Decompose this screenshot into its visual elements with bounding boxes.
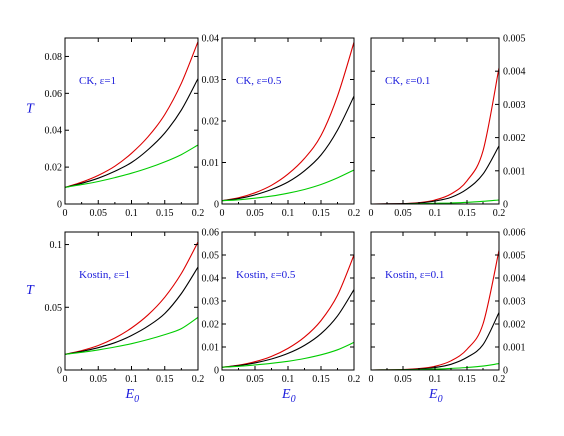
y-tick-label: 0.005 <box>503 251 526 262</box>
panel-annotation: CK, ε=0.5 <box>236 75 282 87</box>
x-axis-label: E0 <box>281 387 296 405</box>
x-tick-label: 0.1 <box>429 374 442 385</box>
x-tick-label: 0.1 <box>282 208 295 219</box>
x-tick-label: 0 <box>63 374 68 385</box>
y-tick-label: 0 <box>214 200 219 211</box>
x-tick-label: 0.2 <box>348 374 361 385</box>
y-tick-label: 0.003 <box>503 297 526 308</box>
x-axis-label: E0 <box>428 387 443 405</box>
panel-annotation: Kostin, ε=0.5 <box>236 269 296 281</box>
y-tick-label: 0.06 <box>45 89 63 100</box>
x-tick-label: 0.1 <box>125 374 138 385</box>
panel-annotation: CK, ε=0.1 <box>385 75 430 87</box>
x-tick-label: 0.1 <box>125 208 138 219</box>
x-tick-label: 0.2 <box>348 208 361 219</box>
panel-annotation: CK, ε=1 <box>79 75 116 87</box>
y-tick-label: 0.04 <box>202 34 220 45</box>
series-line-black <box>65 266 198 355</box>
y-tick-label: 0.04 <box>202 274 220 285</box>
y-tick-label: 0.004 <box>503 67 526 78</box>
x-tick-label: 0.2 <box>493 374 506 385</box>
panel-ck-eps-0-5: 0 0.05 0.1 0.15 0.2 0 0.01 0.02 0.03 0.04 CK, ε=0.… <box>202 34 361 220</box>
y-tick-label: 0.003 <box>503 100 526 111</box>
y-tick-label: 0.001 <box>503 166 526 177</box>
y-tick-label: 0.004 <box>503 274 526 285</box>
x-tick-label: 0.15 <box>156 374 174 385</box>
y-tick-label: 0.1 <box>50 240 63 251</box>
x-tick-label: 0 <box>369 374 374 385</box>
y-tick-label: 0.01 <box>202 343 220 354</box>
x-tick-label: 0.05 <box>90 374 108 385</box>
panel-ck-eps-1: 0 0.05 0.1 0.15 0.2 0 0.02 0.04 0.06 0.08 CK, ε=1 T <box>26 37 205 219</box>
x-tick-label: 0.2 <box>493 208 506 219</box>
y-tick-label: 0.02 <box>202 320 220 331</box>
y-tick-label: 0.03 <box>202 297 220 308</box>
y-tick-label: 0 <box>57 366 62 377</box>
x-tick-label: 0 <box>220 374 225 385</box>
y-axis-label: T <box>26 102 35 117</box>
series-line-red <box>222 42 354 202</box>
x-tick-label: 0.05 <box>394 374 412 385</box>
y-tick-label: 0.002 <box>503 320 526 331</box>
y-tick-label: 0.005 <box>503 34 526 45</box>
series-line-green <box>222 341 354 368</box>
series-line-black <box>371 312 499 370</box>
y-tick-label: 0 <box>57 200 62 211</box>
panel-kostin-eps-1: 0 0.05 0.1 0.15 0.2 0 0.05 0.1 Kostin, ε=1 T E0 <box>26 231 205 405</box>
y-tick-label: 0.006 <box>503 228 526 239</box>
panel-ck-eps-0-1: 0 0.05 0.1 0.15 0.200.0010.0020.0030.0040.00… <box>369 34 526 220</box>
plot-frame <box>370 37 500 205</box>
panel-annotation: Kostin, ε=1 <box>79 269 130 281</box>
y-tick-label: 0.02 <box>45 163 63 174</box>
x-tick-label: 0 <box>63 208 68 219</box>
series-line-black <box>222 289 354 368</box>
series-line-red <box>222 254 354 368</box>
y-tick-label: 0.001 <box>503 343 526 354</box>
x-tick-label: 0.15 <box>312 208 330 219</box>
x-tick-label: 0 <box>369 208 374 219</box>
panel-kostin-eps-0-1: 0 0.05 0.1 0.15 0.200.0010.0020.0030.0040.00… <box>369 228 526 406</box>
series-line-green <box>65 316 198 355</box>
y-tick-label: 0.02 <box>202 117 220 128</box>
series-line-black <box>371 145 499 204</box>
series-line-red <box>65 241 198 355</box>
x-tick-label: 0.2 <box>192 208 205 219</box>
y-tick-label: 0.04 <box>45 126 63 137</box>
x-tick-label: 0.05 <box>246 374 264 385</box>
y-tick-label: 0 <box>214 366 219 377</box>
x-tick-label: 0.2 <box>192 374 205 385</box>
x-tick-label: 0.05 <box>246 208 264 219</box>
x-tick-label: 0.05 <box>90 208 108 219</box>
y-tick-label: 0.03 <box>202 75 220 86</box>
x-tick-label: 0.15 <box>312 374 330 385</box>
x-tick-label: 0.1 <box>429 208 442 219</box>
series-line-green <box>65 144 198 188</box>
y-tick-label: 0.002 <box>503 133 526 144</box>
y-tick-label: 0.08 <box>45 52 63 63</box>
x-tick-label: 0.15 <box>156 208 174 219</box>
y-tick-label: 0 <box>503 200 508 211</box>
panel-kostin-eps-0-5: 0 0.05 0.1 0.15 0.2 0 0.01 0.02 0.03 0.04 0.05 0.06… <box>202 228 361 406</box>
x-axis-label: E0 <box>125 387 140 405</box>
series-line-black <box>222 95 354 202</box>
y-tick-label: 0.06 <box>202 228 220 239</box>
plot-frame <box>370 231 500 371</box>
plot-frame <box>64 37 199 205</box>
x-tick-label: 0.05 <box>394 208 412 219</box>
y-tick-label: 0.01 <box>202 158 220 169</box>
x-tick-label: 0.1 <box>282 374 295 385</box>
series-line-green <box>222 169 354 202</box>
x-tick-label: 0.15 <box>458 208 476 219</box>
panel-annotation: Kostin, ε=0.1 <box>385 269 444 281</box>
x-tick-label: 0.15 <box>458 374 476 385</box>
series-line-black <box>65 78 198 188</box>
series-line-red <box>65 41 198 188</box>
series-line-red <box>371 67 499 204</box>
y-axis-label: T <box>26 283 35 298</box>
y-tick-label: 0 <box>503 366 508 377</box>
y-tick-label: 0.05 <box>202 251 220 262</box>
x-tick-label: 0 <box>220 208 225 219</box>
y-tick-label: 0.05 <box>45 303 63 314</box>
